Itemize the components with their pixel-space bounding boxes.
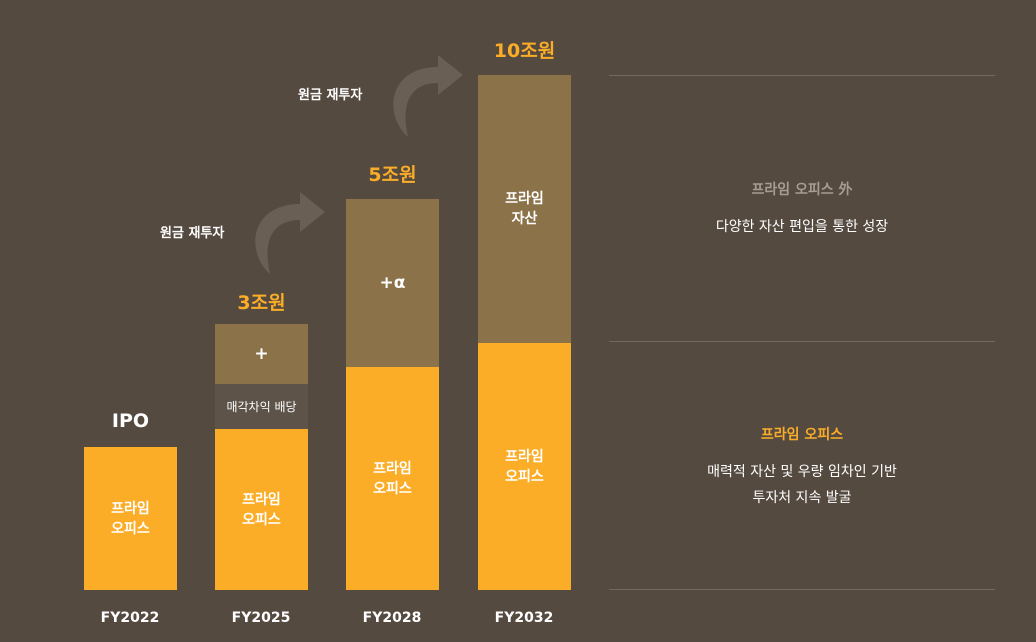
bar-total-label: 10조원	[493, 40, 556, 62]
legend-title-prime: 프라임 오피스	[760, 427, 844, 443]
legend-title-outside: 프라임 오피스 外	[751, 182, 853, 198]
segment-label: 프라임 오피스	[505, 448, 544, 485]
divider	[609, 75, 995, 76]
segment-label: 매각차익 배당	[226, 399, 297, 414]
divider	[609, 589, 995, 590]
bar-fy2022: 프라임 오피스	[84, 447, 177, 590]
reinvest-label: 원금 재투자	[160, 226, 225, 241]
legend-desc-prime: 매력적 자산 및 우량 임차인 기반 투자처 지속 발굴	[707, 464, 897, 506]
bar-segment: 프라임 오피스	[478, 343, 571, 590]
x-tick-label: FY2025	[231, 610, 291, 626]
bar-fy2028: +α 프라임 오피스	[346, 199, 439, 590]
bar-total-label: 3조원	[237, 292, 286, 314]
bar-total-label: 5조원	[368, 164, 417, 186]
curved-arrow-icon	[393, 55, 463, 137]
bar-segment: 프라임 오피스	[346, 367, 439, 590]
bar-segment: +	[215, 324, 308, 384]
segment-label: 프라임 자산	[505, 191, 544, 227]
bar-fy2032: 프라임 자산 프라임 오피스	[478, 75, 571, 590]
bar-fy2025: + 매각차익 배당 프라임 오피스	[215, 324, 308, 590]
bar-segment: 프라임 오피스	[84, 447, 177, 590]
x-tick-label: FY2022	[100, 610, 160, 626]
x-tick-label: FY2032	[494, 610, 554, 626]
curved-arrow-icon	[255, 192, 325, 274]
reinvest-label: 원금 재투자	[298, 88, 363, 103]
x-tick-label: FY2028	[362, 610, 422, 626]
bar-segment: 프라임 오피스	[215, 429, 308, 590]
bar-segment: 프라임 자산	[478, 75, 571, 343]
segment-label: 프라임 오피스	[373, 460, 412, 497]
segment-label: 프라임 오피스	[242, 491, 281, 528]
segment-label: +α	[379, 273, 406, 293]
bar-segment: 매각차익 배당	[215, 384, 308, 429]
bar-segment: +α	[346, 199, 439, 367]
divider	[609, 341, 995, 342]
legend-desc-outside: 다양한 자산 편입을 통한 성장	[715, 219, 889, 235]
segment-label: +	[254, 344, 269, 364]
bar-total-label: IPO	[111, 410, 150, 432]
segment-label: 프라임 오피스	[111, 500, 150, 537]
